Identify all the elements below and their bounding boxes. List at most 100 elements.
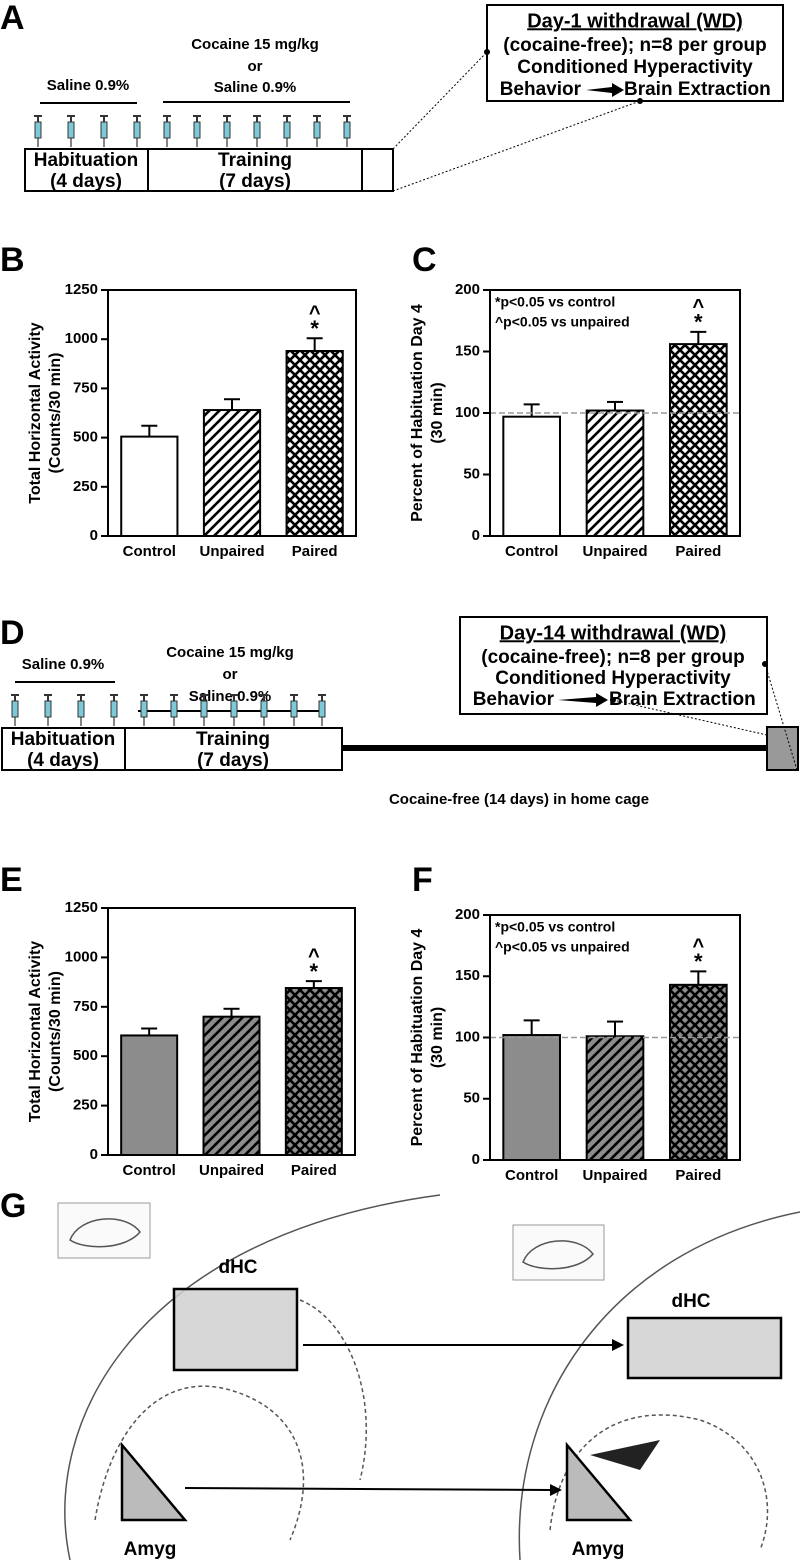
panel-label: C (412, 241, 437, 279)
syringe-body (140, 700, 148, 718)
dhc-region (626, 1316, 783, 1380)
timeline-text: Training (218, 150, 292, 171)
syringe (230, 694, 238, 726)
panel-label: E (0, 861, 23, 899)
region-label: Amyg (572, 1539, 625, 1560)
syringe (170, 694, 178, 726)
syringe (290, 694, 298, 726)
x-tick-label: Unpaired (582, 1167, 647, 1184)
syringe (260, 694, 268, 726)
legend-text: *p<0.05 vs control (495, 294, 615, 310)
syringe (200, 694, 208, 726)
bar (202, 1015, 261, 1156)
legend-text: ^p<0.05 vs unpaired (495, 314, 630, 330)
x-tick-label: Unpaired (582, 543, 647, 560)
syringe (140, 694, 148, 726)
inset-brain (522, 1240, 594, 1270)
syringe-body (253, 121, 261, 139)
y-axis-label: (Counts/30 min) (47, 971, 64, 1092)
brain-outline (518, 1211, 800, 1561)
panel-label: A (0, 0, 25, 37)
panel-label: B (0, 241, 25, 279)
bar (585, 1035, 645, 1162)
y-tick-label: 50 (463, 1090, 480, 1107)
bar (669, 343, 728, 537)
syringe-body (283, 121, 291, 139)
syringe-body (77, 700, 85, 718)
region-label: dHC (671, 1291, 710, 1312)
syringe-body (343, 121, 351, 139)
x-tick-label: Paired (292, 543, 338, 560)
syringe-body (318, 700, 326, 718)
inset (512, 1224, 605, 1281)
connector (392, 100, 641, 192)
bar (502, 415, 562, 537)
amyg-region (565, 1441, 633, 1522)
syringe-body (11, 700, 19, 718)
syringe (11, 694, 19, 726)
timeline-text: Training (196, 729, 270, 750)
y-tick-label: 100 (455, 1028, 480, 1045)
amyg-region (120, 1441, 188, 1522)
brain-outline (64, 1194, 441, 1561)
plot-frame (107, 289, 357, 537)
syringe (100, 115, 108, 147)
brain-sections: dHC Amyg dHC Amyg (57, 1194, 800, 1561)
syringe-body (290, 700, 298, 718)
bar-chart: 0 250 500 750 1000 1250 Total Horizontal Activ… (27, 899, 356, 1179)
timeline-text: (4 days) (27, 750, 99, 771)
y-axis-label: Total Horizontal Activity (27, 941, 44, 1122)
syringe-body (163, 121, 171, 139)
timeline-text: Habituation (34, 150, 139, 171)
syringe-body (170, 700, 178, 718)
info-box (486, 4, 784, 102)
y-tick-label: 0 (472, 527, 480, 544)
bar (585, 409, 645, 538)
syringe (77, 694, 85, 726)
x-tick-label: Paired (675, 1167, 721, 1184)
syringe (110, 694, 118, 726)
plot-frame (107, 907, 356, 1156)
bar (202, 409, 262, 538)
y-tick-label: 0 (90, 1146, 98, 1163)
significance-mark: ^ (309, 302, 321, 324)
info-text: Brain Extraction (624, 79, 771, 100)
timeline-text: Cocaine 15 mg/kg (191, 36, 319, 53)
arrow-line (184, 1487, 553, 1491)
y-tick-label: 50 (463, 465, 480, 482)
syringe-body (34, 121, 42, 139)
panel-label: F (412, 861, 433, 899)
timeline-text: (4 days) (50, 171, 122, 192)
timeline-d: Saline 0.9% Cocaine 15 mg/kg or Saline 0… (1, 616, 799, 808)
dhc-region (172, 1287, 299, 1372)
timeline-text: (7 days) (197, 750, 269, 771)
legend-text: ^p<0.05 vs unpaired (495, 939, 630, 955)
x-tick-label: Control (123, 543, 176, 560)
y-tick-label: 100 (455, 404, 480, 421)
significance-mark: ^ (692, 936, 704, 958)
bar (669, 983, 728, 1162)
syringe (44, 694, 52, 726)
syringe (223, 115, 231, 147)
syringe-body (193, 121, 201, 139)
x-tick-label: Control (505, 1167, 558, 1184)
y-axis-label: Percent of Habituation Day 4 (409, 928, 426, 1146)
y-tick-label: 150 (455, 967, 480, 984)
bar (120, 1034, 179, 1157)
syringe (67, 115, 75, 147)
x-tick-label: Paired (291, 1162, 337, 1179)
timeline-text: or (223, 666, 238, 683)
y-axis-label: Total Horizontal Activity (27, 322, 44, 503)
syringe (133, 115, 141, 147)
info-text: Behavior (473, 689, 555, 710)
timeline-box (24, 148, 394, 192)
significance-mark: * (310, 959, 319, 984)
info-text: Behavior (500, 79, 582, 100)
syringe-body (230, 700, 238, 718)
home-cage-bar (342, 745, 767, 751)
significance-mark: * (310, 316, 319, 341)
timeline-text: (7 days) (219, 171, 291, 192)
y-tick-label: 1000 (65, 330, 98, 347)
timeline-text: Saline 0.9% (22, 656, 105, 673)
brain-structure (549, 1414, 769, 1551)
